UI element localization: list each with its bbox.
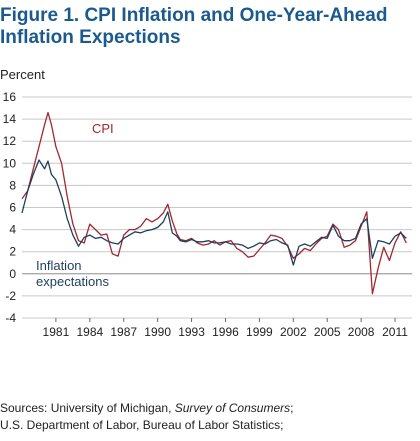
y-tick-label: 2 (9, 245, 16, 259)
cpi-series-label: CPI (92, 121, 114, 136)
y-tick-label: 16 (3, 90, 17, 104)
series-lines (21, 111, 407, 295)
x-tick-label: 1990 (144, 325, 171, 339)
y-tick-label: 0 (9, 267, 16, 281)
x-tick-label: 2011 (382, 325, 408, 339)
cpi-line (21, 111, 407, 295)
x-tick-label: 1993 (178, 325, 205, 339)
y-tick-label: 12 (3, 134, 17, 148)
sources-line-2: U.S. Department of Labor, Bureau of Labo… (0, 418, 284, 432)
survey-title: Survey of Consumers (174, 401, 291, 415)
y-axis-unit-label: Percent (0, 67, 45, 82)
y-tick-label: 14 (3, 112, 17, 126)
y-tick-label: 4 (9, 223, 16, 237)
x-tick-label: 1999 (246, 325, 273, 339)
y-tick-label: -4 (5, 311, 16, 325)
chart-title: Figure 1. CPI Inflation and One-Year-Ahe… (0, 5, 388, 48)
x-tick-label: 2008 (348, 325, 375, 339)
x-tick-label: 2005 (314, 325, 341, 339)
x-tick-labels: 1981 1984 1987 1990 1993 1996 1999 2002 2005 2008… (43, 318, 408, 339)
y-tick-label: 6 (9, 201, 16, 215)
y-tick-label: -2 (5, 289, 16, 303)
y-tick-label: 8 (9, 178, 16, 192)
expectations-series-label-line2: expectations (36, 274, 109, 289)
sources-line-1: Sources: University of Michigan, Survey … (0, 401, 294, 415)
sources-note: Sources: University of Michigan, Survey … (0, 400, 293, 434)
x-tick-label: 1996 (212, 325, 239, 339)
y-tick-labels: 16 14 12 10 8 6 4 2 0 -2 -4 (3, 90, 17, 325)
y-tick-label: 10 (3, 156, 17, 170)
gridlines (22, 96, 412, 319)
x-tick-label: 2002 (280, 325, 307, 339)
inflation-expectations-line (21, 159, 407, 266)
x-tick-label: 1984 (76, 325, 103, 339)
x-tick-label: 1981 (43, 325, 70, 339)
expectations-series-label-line1: Inflation (36, 258, 82, 273)
x-tick-label: 1987 (110, 325, 137, 339)
